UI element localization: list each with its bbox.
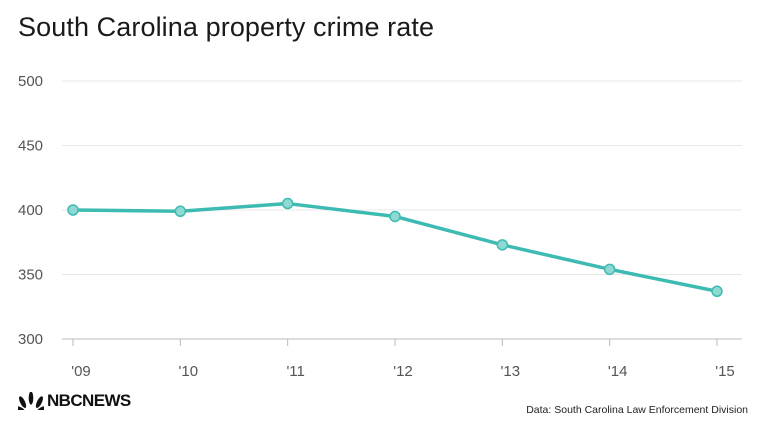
- nbc-news-logo: NBCNEWS: [18, 391, 131, 411]
- y-tick-label: 300: [18, 331, 43, 348]
- data-point[interactable]: [711, 285, 723, 298]
- data-point[interactable]: [603, 263, 616, 276]
- x-tick-label: '09: [71, 363, 91, 380]
- series-layer: [67, 197, 723, 298]
- chart-title: South Carolina property crime rate: [18, 12, 435, 42]
- x-tick-label: '11: [286, 363, 304, 380]
- x-tick-label: '13: [501, 363, 521, 380]
- data-point[interactable]: [67, 204, 79, 216]
- x-tick-labels: '09 '10 '11 '12 '13 '14 '15: [71, 339, 735, 380]
- data-point[interactable]: [389, 210, 401, 223]
- y-tick-label: 500: [18, 73, 43, 90]
- peacock-icon: [18, 392, 44, 410]
- logo-text: NBCNEWS: [47, 391, 131, 410]
- source-note: Data: South Carolina Law Enforcement Div…: [526, 404, 748, 416]
- data-point[interactable]: [174, 205, 187, 218]
- x-tick-label: '10: [179, 363, 199, 380]
- data-point[interactable]: [496, 239, 509, 251]
- y-tick-labels: 300 350 400 450 500: [18, 73, 43, 348]
- x-tick-label: '15: [715, 363, 735, 380]
- y-tick-label: 400: [18, 202, 43, 219]
- x-tick-label: '14: [608, 363, 628, 380]
- y-tick-label: 450: [18, 138, 43, 155]
- data-point[interactable]: [281, 197, 294, 210]
- y-tick-label: 350: [18, 267, 43, 284]
- x-tick-label: '12: [393, 363, 413, 380]
